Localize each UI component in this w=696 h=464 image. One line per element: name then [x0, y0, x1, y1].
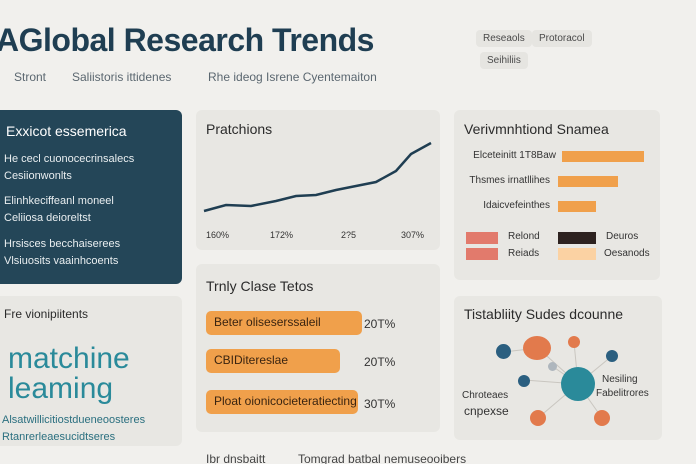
legend-label: Oesanods: [604, 248, 650, 259]
trends-title: Trnly Clase Tetos: [206, 278, 314, 294]
trend-value: 20T%: [364, 355, 396, 369]
legend-swatch: [466, 232, 498, 244]
network-card: Tistabliity Sudes dcounne Chroteaes cnpe…: [454, 296, 662, 440]
trend-bar: Beter oliseserssaleil: [206, 311, 362, 335]
overview-line: He cecl cuonocecrinsalecs: [4, 153, 135, 165]
legend-swatch: [558, 232, 596, 244]
variable-label: Thsmes irnatllihes: [469, 175, 550, 186]
x-tick: 160%: [206, 230, 230, 240]
network-title: Tistabliity Sudes dcounne: [464, 306, 624, 322]
trends-card: Trnly Clase Tetos Beter oliseserssaleil …: [196, 264, 440, 432]
overview-line: Vlsiuosits vaainhcoents: [4, 255, 119, 267]
overview-card: Exxicot essemerica He cecl cuonocecrinsa…: [0, 110, 182, 284]
legend-label: Deuros: [606, 231, 639, 242]
legend-label: Relond: [508, 231, 540, 242]
variable-bar: [558, 176, 618, 187]
pill-research[interactable]: Reseaols: [476, 30, 532, 47]
predictions-card: Pratchions 160% 172% 2?5 307%: [196, 110, 440, 250]
highlights-card: Fre vionipiitents matchine leaming Alsat…: [0, 296, 182, 446]
variable-bar: [562, 151, 644, 162]
legend-label: Reiads: [508, 248, 540, 259]
trend-bar: Ploat oionicocieteratiecting: [206, 390, 358, 414]
nav-item-research[interactable]: Rhe ideog Isrene Cyentemaiton: [208, 70, 377, 84]
variable-bar: [558, 201, 596, 212]
highlight-line: Alsatwillicitiostdueneoosteres: [2, 414, 146, 426]
highlight-line: Rtanrerleaesucidtseres: [2, 431, 116, 443]
predictions-title: Pratchions: [206, 121, 273, 137]
trend-line: [203, 141, 432, 213]
nav-item-statistics[interactable]: Saliistoris ittidenes: [72, 70, 172, 84]
network-label: cnpexse: [464, 404, 509, 418]
overview-line: Elinhkeciffeanl moneel: [4, 195, 114, 207]
overview-title: Exxicot essemerica: [6, 123, 127, 139]
network-node: [568, 336, 580, 348]
pill-protocol[interactable]: Protoracol: [532, 30, 592, 47]
network-graph: [503, 341, 613, 419]
highlight-word: matchine: [8, 342, 130, 375]
trend-bar: CBIDitereslae: [206, 349, 340, 373]
trend-value: 30T%: [364, 397, 396, 411]
network-node: [523, 336, 551, 360]
network-label: Fabelitrores: [596, 388, 649, 399]
network-label: Chroteaes: [462, 390, 509, 401]
network-node: [518, 375, 530, 387]
predictions-line-chart: [203, 141, 432, 213]
network-node: [606, 350, 618, 362]
highlight-word: leaming: [8, 372, 114, 405]
page-title: AGlobal Research Trends: [0, 22, 374, 58]
x-tick: 172%: [270, 230, 294, 240]
network-node: [594, 410, 610, 426]
overview-line: Celiiosa deioreltst: [4, 212, 91, 224]
variables-title: Verivmnhtiond Snamea: [464, 121, 609, 137]
network-label: Nesiling: [602, 374, 638, 385]
nav-item-start[interactable]: Stront: [14, 70, 47, 84]
network-node: [561, 367, 595, 401]
variables-card: Verivmnhtiond Snamea Elceteinitt 1T8Baw …: [454, 110, 660, 280]
network-node: [530, 410, 546, 426]
network-node: [548, 362, 557, 371]
legend-swatch: [558, 248, 596, 260]
footer-text: Tomgrad batbal nemuseooibers: [298, 452, 467, 464]
variable-label: Elceteinitt 1T8Baw: [473, 150, 556, 161]
overview-line: Cesiionwonlts: [4, 170, 72, 182]
x-tick: 2?5: [341, 230, 357, 240]
overview-line: Hrsisces becchaiserees: [4, 238, 121, 250]
footer-text: Ibr dnsbaitt: [206, 452, 266, 464]
network-node: [496, 344, 511, 359]
legend-swatch: [466, 248, 498, 260]
highlights-title: Fre vionipiitents: [4, 307, 89, 321]
variable-label: Idaicvefeinthes: [483, 200, 550, 211]
pill-statistics[interactable]: Seihiliis: [480, 52, 528, 69]
trend-value: 20T%: [364, 317, 396, 331]
x-tick: 307%: [401, 230, 425, 240]
